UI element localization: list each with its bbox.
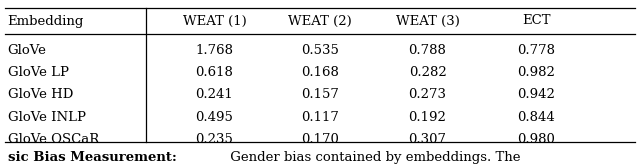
Text: 0.282: 0.282 (409, 66, 446, 79)
Text: 0.157: 0.157 (301, 88, 339, 101)
Text: 0.241: 0.241 (196, 88, 233, 101)
Text: 0.535: 0.535 (301, 44, 339, 57)
Text: sic Bias Measurement:: sic Bias Measurement: (8, 151, 177, 164)
Text: 1.768: 1.768 (195, 44, 234, 57)
Text: 0.192: 0.192 (408, 111, 447, 124)
Text: 0.980: 0.980 (517, 133, 556, 146)
Text: Gender bias contained by embeddings. The: Gender bias contained by embeddings. The (225, 151, 520, 164)
Text: 0.273: 0.273 (408, 88, 447, 101)
Text: 0.618: 0.618 (195, 66, 234, 79)
Text: Embedding: Embedding (8, 14, 84, 28)
Text: 0.788: 0.788 (408, 44, 447, 57)
Text: GloVe: GloVe (8, 44, 47, 57)
Text: GloVe HD: GloVe HD (8, 88, 73, 101)
Text: 0.844: 0.844 (518, 111, 555, 124)
Text: ECT: ECT (522, 14, 550, 28)
Text: 0.982: 0.982 (517, 66, 556, 79)
Text: WEAT (3): WEAT (3) (396, 14, 460, 28)
Text: 0.168: 0.168 (301, 66, 339, 79)
Text: WEAT (2): WEAT (2) (288, 14, 352, 28)
Text: GloVe INLP: GloVe INLP (8, 111, 86, 124)
Text: 0.307: 0.307 (408, 133, 447, 146)
Text: 0.117: 0.117 (301, 111, 339, 124)
Text: 0.235: 0.235 (195, 133, 234, 146)
Text: 0.942: 0.942 (517, 88, 556, 101)
Text: 0.495: 0.495 (195, 111, 234, 124)
Text: 0.170: 0.170 (301, 133, 339, 146)
Text: 0.778: 0.778 (517, 44, 556, 57)
Text: GloVe OSCaR: GloVe OSCaR (8, 133, 99, 146)
Text: WEAT (1): WEAT (1) (182, 14, 246, 28)
Text: GloVe LP: GloVe LP (8, 66, 68, 79)
